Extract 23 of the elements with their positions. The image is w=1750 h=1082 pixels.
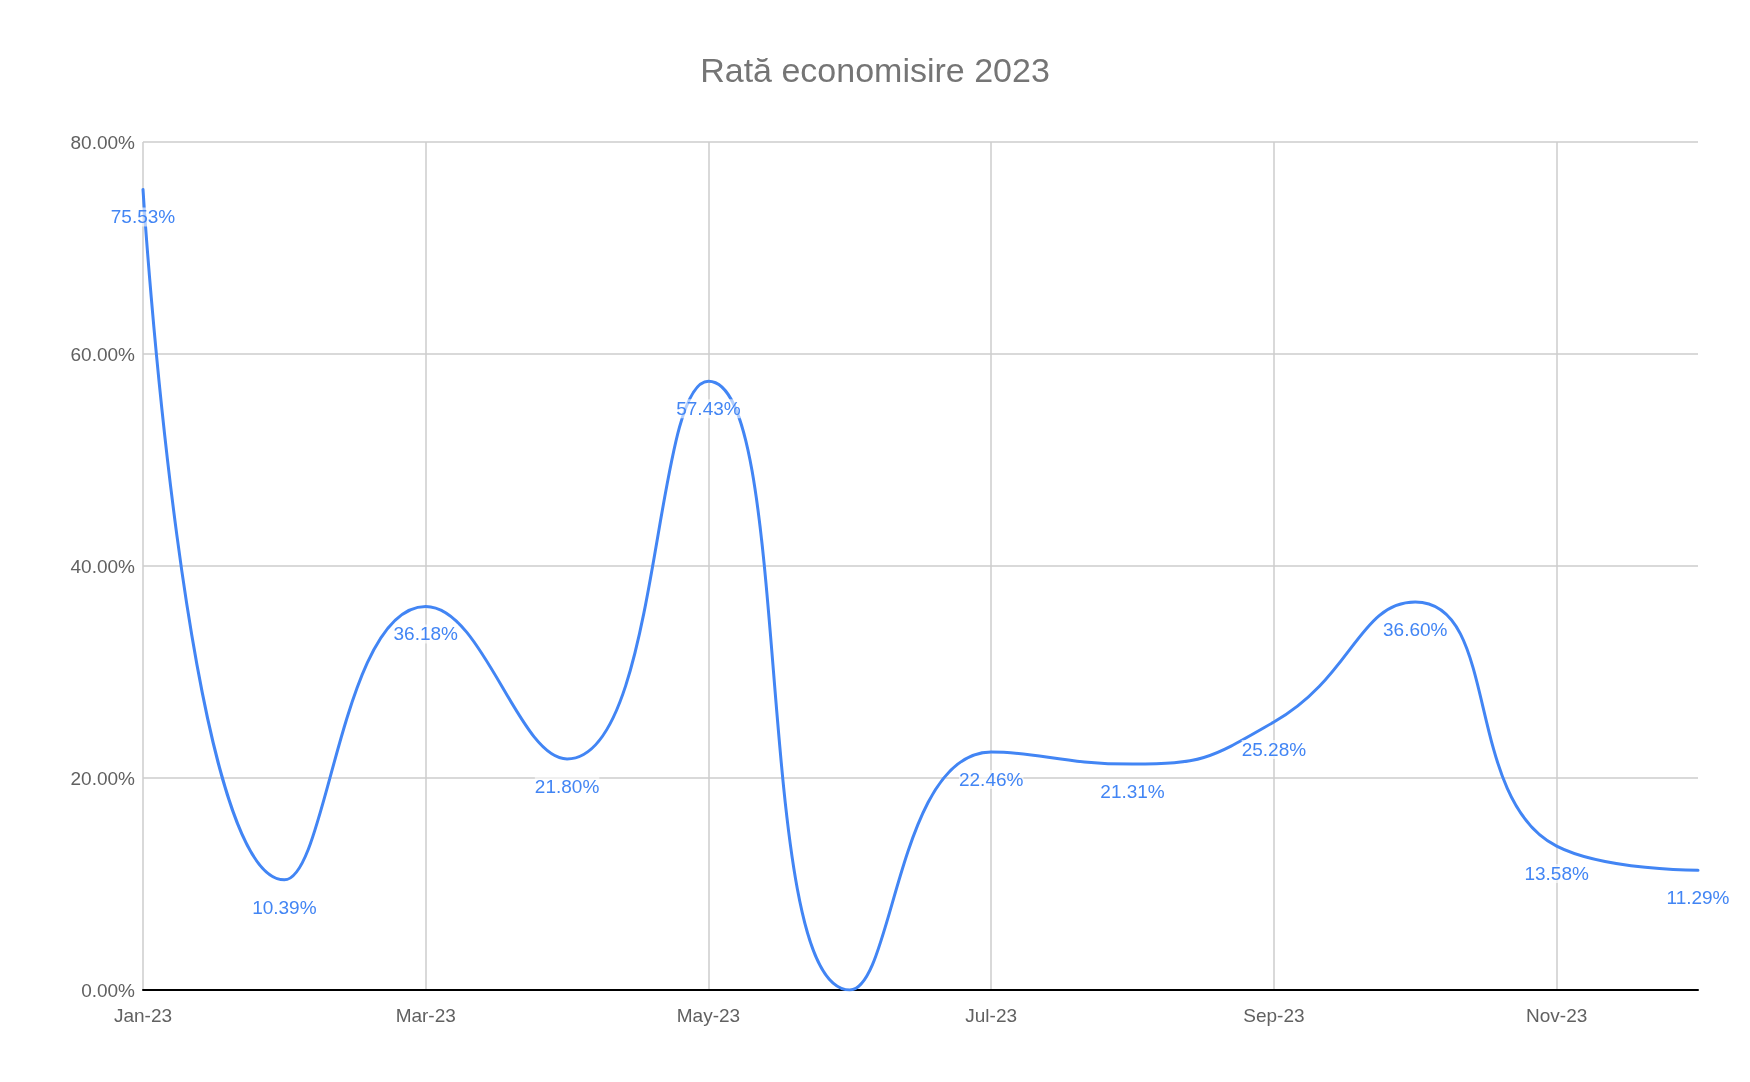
- x-tick-label: May-23: [676, 1005, 741, 1026]
- data-label: 10.39%: [252, 896, 317, 918]
- x-tick-label: Jan-23: [113, 1005, 173, 1026]
- y-tick-label: 60.00%: [70, 343, 136, 365]
- data-label: 21.80%: [534, 775, 600, 797]
- data-label: 57.43%: [676, 398, 741, 420]
- data-label: 75.53%: [110, 206, 176, 228]
- x-tick-label: Jul-23: [965, 1005, 1018, 1026]
- y-tick-label: 20.00%: [70, 767, 136, 789]
- data-label: 25.28%: [1241, 739, 1307, 761]
- data-label: 36.18%: [393, 623, 459, 645]
- x-tick-label: Nov-23: [1526, 1005, 1588, 1026]
- x-tick-label: Mar-23: [395, 1005, 456, 1026]
- data-label: 21.31%: [1100, 781, 1165, 803]
- data-label: 11.29%: [1666, 887, 1730, 909]
- data-label: 22.46%: [958, 768, 1024, 790]
- y-tick-label: 80.00%: [70, 131, 136, 153]
- data-label: 36.60%: [1383, 619, 1448, 641]
- data-label: 13.58%: [1524, 863, 1589, 885]
- y-tick-label: 40.00%: [70, 555, 136, 577]
- x-tick-label: Sep-23: [1243, 1005, 1305, 1026]
- y-tick-label: 0.00%: [81, 979, 136, 1001]
- chart-title: Rată economisire 2023: [700, 51, 1050, 89]
